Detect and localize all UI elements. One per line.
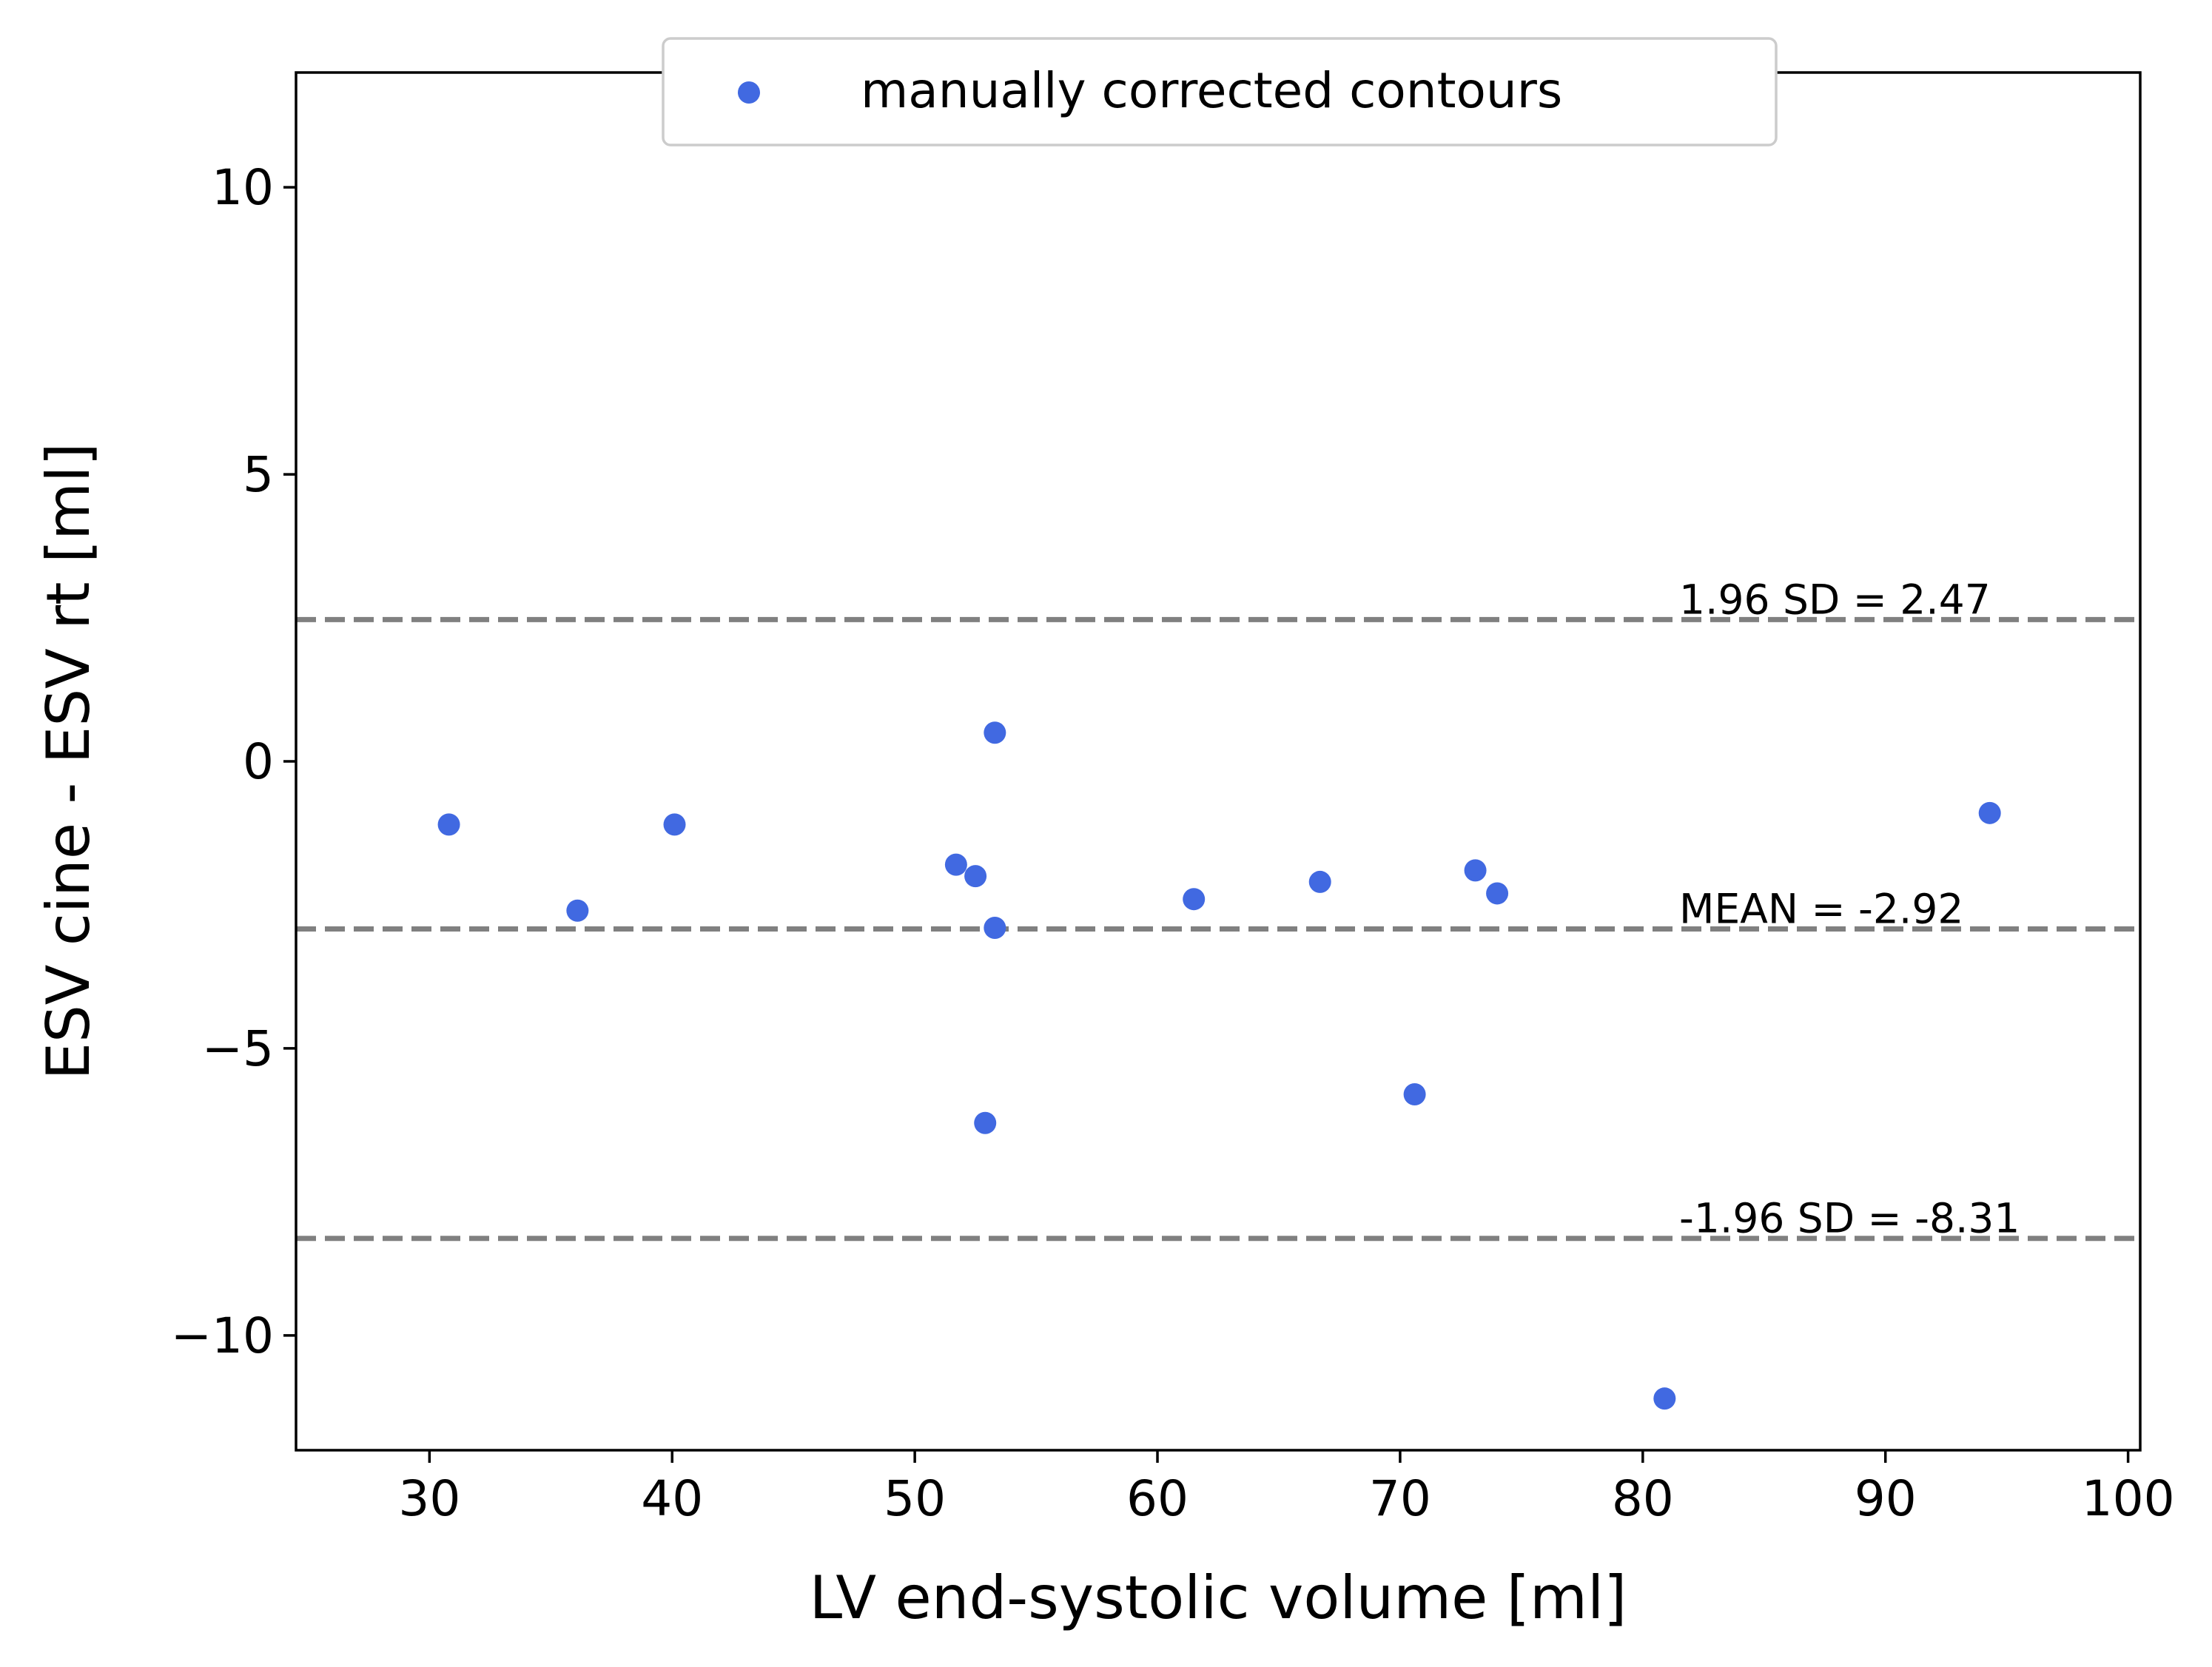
data-point [566,899,589,922]
reference-line-label: MEAN = -2.92 [1679,886,1963,933]
legend: manually corrected contours [662,37,1778,147]
y-axis-title: ESV cine - ESV rt [ml] [34,442,103,1080]
scatter-points [437,721,2001,1410]
x-tick-label: 70 [1369,1470,1431,1527]
y-tick-label: 0 [243,733,274,790]
x-tick-label: 40 [641,1470,703,1527]
x-axis-ticks: 30 40 50 60 70 80 90 100 [398,1450,2175,1527]
data-point [437,813,460,836]
x-tick-label: 80 [1612,1470,1674,1527]
data-point [663,813,686,836]
data-point [984,721,1006,744]
reference-labels: 1.96 SD = 2.47 MEAN = -2.92 -1.96 SD = -8.… [1679,576,2020,1242]
legend-marker [738,81,760,104]
y-axis-ticks: 10 5 0 −5 −10 [171,159,296,1364]
reference-lines [296,616,2140,1242]
legend-label: manually corrected contours [861,62,1562,119]
y-tick-label: −5 [202,1020,274,1077]
reference-line-label: 1.96 SD = 2.47 [1679,576,1991,623]
data-point [1183,888,1206,911]
data-point [1978,801,2001,824]
data-point [984,916,1006,939]
data-point [974,1111,997,1134]
x-tick-label: 100 [2082,1470,2175,1527]
y-tick-label: 5 [243,446,274,503]
data-point [944,853,967,876]
plot-background [296,73,2140,1450]
x-tick-label: 30 [398,1470,460,1527]
x-tick-label: 60 [1126,1470,1189,1527]
data-point [1308,870,1331,893]
reference-line-label: -1.96 SD = -8.31 [1679,1195,2020,1242]
y-tick-label: −10 [171,1307,274,1364]
legend-frame [662,37,1778,147]
x-tick-label: 50 [884,1470,946,1527]
data-point [964,865,987,888]
x-axis-title: LV end-systolic volume [ml] [810,1563,1627,1632]
y-tick-label: 10 [212,159,274,216]
x-tick-label: 90 [1855,1470,1917,1527]
data-point [1486,882,1509,905]
data-point [1653,1387,1676,1410]
data-point [1464,859,1487,882]
data-point [1403,1082,1426,1105]
